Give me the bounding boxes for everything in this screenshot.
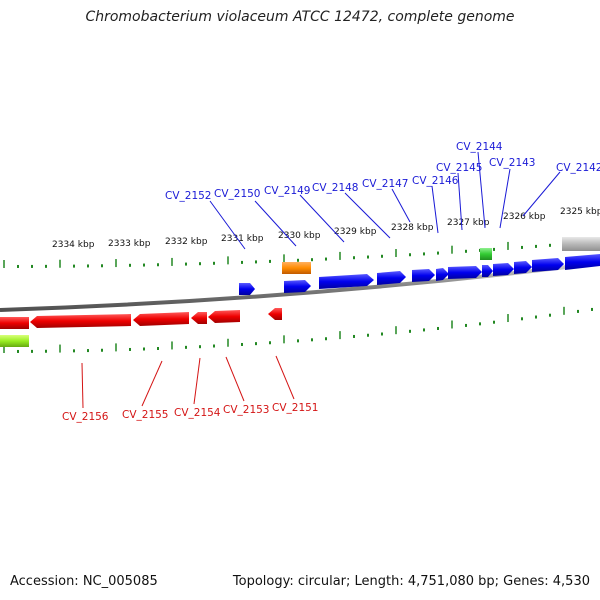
gene-cv-2146-arrow[interactable] xyxy=(412,269,435,282)
kbp-label-2331: 2331 kbp xyxy=(221,234,264,244)
topology-text: Topology: circular; Length: 4,751,080 bp… xyxy=(232,574,590,589)
gene-cv-2154-arrow[interactable] xyxy=(191,312,207,324)
upper-tick-track xyxy=(3,237,593,268)
gene-cv-2145-arrow[interactable] xyxy=(436,268,449,281)
lime-feature-block xyxy=(0,335,29,347)
gene-cv-2142-arrow[interactable] xyxy=(532,258,564,272)
gene-cv-2144b-arrow[interactable] xyxy=(482,265,493,277)
gene-label-cv-2152[interactable]: CV_2152 xyxy=(165,190,212,202)
gene-cv-2148-arrow[interactable] xyxy=(319,274,374,289)
kbp-label-2325: 2325 kbp xyxy=(560,207,600,217)
gene-cv-2143b-arrow[interactable] xyxy=(514,261,532,274)
gene-label-cv-2156[interactable]: CV_2156 xyxy=(62,411,109,423)
gene-label-cv-2149[interactable]: CV_2149 xyxy=(264,185,311,197)
reverse-genes xyxy=(0,308,282,329)
upper-callouts xyxy=(209,151,561,250)
gene-cv-2149-arrow[interactable] xyxy=(284,280,311,293)
gene-cv-2143-arrow[interactable] xyxy=(493,263,514,276)
gene-cv-2141-arrow[interactable] xyxy=(565,254,600,270)
gene-label-cv-2144[interactable]: CV_2144 xyxy=(456,141,503,153)
gene-label-cv-2154[interactable]: CV_2154 xyxy=(174,407,221,419)
kbp-label-2326: 2326 kbp xyxy=(503,212,546,222)
gene-cv-2144-arrow[interactable] xyxy=(448,266,482,279)
forward-genes xyxy=(239,254,600,295)
grey-feature-block xyxy=(562,237,600,251)
gene-label-cv-2142[interactable]: CV_2142 xyxy=(556,162,600,174)
lower-callouts xyxy=(81,355,295,409)
gene-cv-2147-arrow[interactable] xyxy=(377,271,406,285)
gene-cv-2152-arrow[interactable] xyxy=(239,283,255,295)
kbp-label-2333: 2333 kbp xyxy=(108,239,151,249)
gene-cv-2151-arrow[interactable] xyxy=(268,308,282,320)
gene-cv-2144-block[interactable] xyxy=(480,248,492,260)
gene-cv-2150-block[interactable] xyxy=(282,262,311,274)
gene-label-cv-2148[interactable]: CV_2148 xyxy=(312,182,359,194)
gene-label-cv-2151[interactable]: CV_2151 xyxy=(272,402,319,414)
accession-text: Accession: NC_005085 xyxy=(10,574,158,589)
gene-cv-2157-arrow[interactable] xyxy=(0,317,29,329)
kbp-label-2330: 2330 kbp xyxy=(278,231,321,241)
kbp-label-2329: 2329 kbp xyxy=(334,227,377,237)
gene-label-cv-2145[interactable]: CV_2145 xyxy=(436,162,483,174)
gene-label-cv-2150[interactable]: CV_2150 xyxy=(214,188,261,200)
kbp-label-2334: 2334 kbp xyxy=(52,240,95,250)
map-title: Chromobacterium violaceum ATCC 12472, co… xyxy=(85,9,515,25)
gene-label-cv-2146[interactable]: CV_2146 xyxy=(412,175,459,187)
gene-cv-2156-arrow[interactable] xyxy=(30,314,131,328)
kbp-label-2327: 2327 kbp xyxy=(447,218,490,228)
gene-cv-2153-arrow[interactable] xyxy=(208,310,240,323)
kbp-label-2328: 2328 kbp xyxy=(391,223,434,233)
gene-label-cv-2143[interactable]: CV_2143 xyxy=(489,157,536,169)
gene-label-cv-2155[interactable]: CV_2155 xyxy=(122,409,169,421)
gene-label-cv-2153[interactable]: CV_2153 xyxy=(223,404,270,416)
gene-label-cv-2147[interactable]: CV_2147 xyxy=(362,178,409,190)
gene-cv-2155-arrow[interactable] xyxy=(133,312,189,326)
lower-tick-track xyxy=(3,306,593,353)
kbp-label-2332: 2332 kbp xyxy=(165,237,208,247)
